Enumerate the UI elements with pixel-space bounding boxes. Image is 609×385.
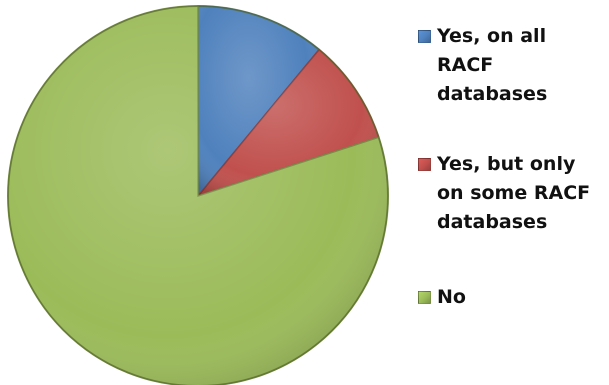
legend-swatch-yes-some	[418, 158, 431, 171]
legend-swatch-no	[418, 291, 431, 304]
legend-item-no: No	[418, 283, 608, 312]
legend-label-yes-all: Yes, on all RACF databases	[437, 22, 547, 109]
legend-label-yes-some: Yes, but only on some RACF databases	[437, 150, 590, 237]
legend-label-no: No	[437, 283, 466, 312]
legend-swatch-yes-all	[418, 30, 431, 43]
pie-plot-area	[0, 0, 400, 385]
pie-slices	[8, 6, 388, 385]
legend-item-yes-some: Yes, but only on some RACF databases	[418, 150, 608, 237]
legend: Yes, on all RACF databases Yes, but only…	[418, 22, 608, 362]
legend-item-yes-all: Yes, on all RACF databases	[418, 22, 608, 109]
